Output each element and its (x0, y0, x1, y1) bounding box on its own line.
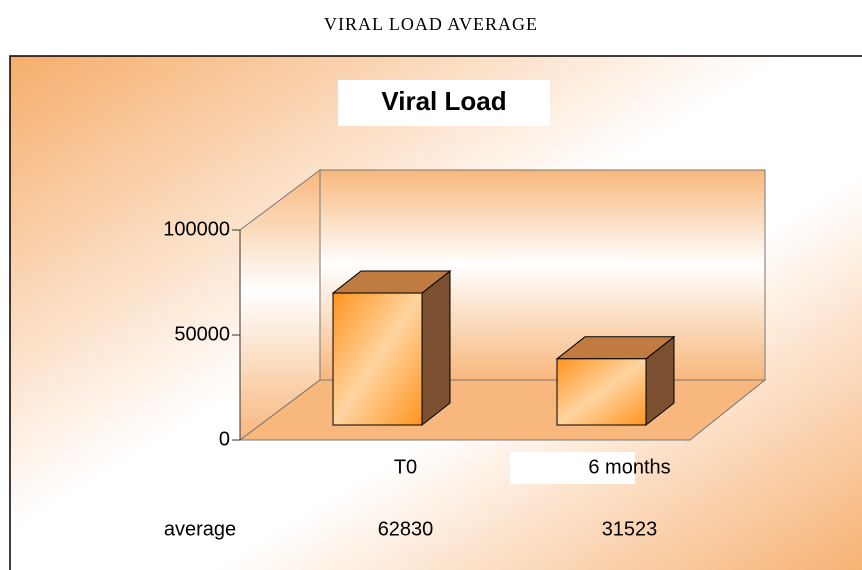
title-box (338, 80, 550, 126)
data-label: 31523 (602, 518, 658, 540)
category-box (510, 452, 635, 484)
bar-side (421, 270, 451, 427)
page-title: VIRAL LOAD AVERAGE (324, 14, 538, 34)
row-label: average (164, 518, 236, 540)
bar (332, 292, 423, 426)
x-tick-label: T0 (394, 456, 417, 478)
floor (238, 379, 767, 441)
y-tick-label: 0 (219, 428, 230, 450)
chart-title: Viral Load (381, 86, 506, 116)
x-tick-label: 6 months (588, 456, 670, 478)
y-tick-label: 100000 (163, 218, 230, 240)
data-label: 62830 (378, 518, 434, 540)
y-tick-label: 50000 (174, 323, 230, 345)
bar (556, 358, 647, 426)
